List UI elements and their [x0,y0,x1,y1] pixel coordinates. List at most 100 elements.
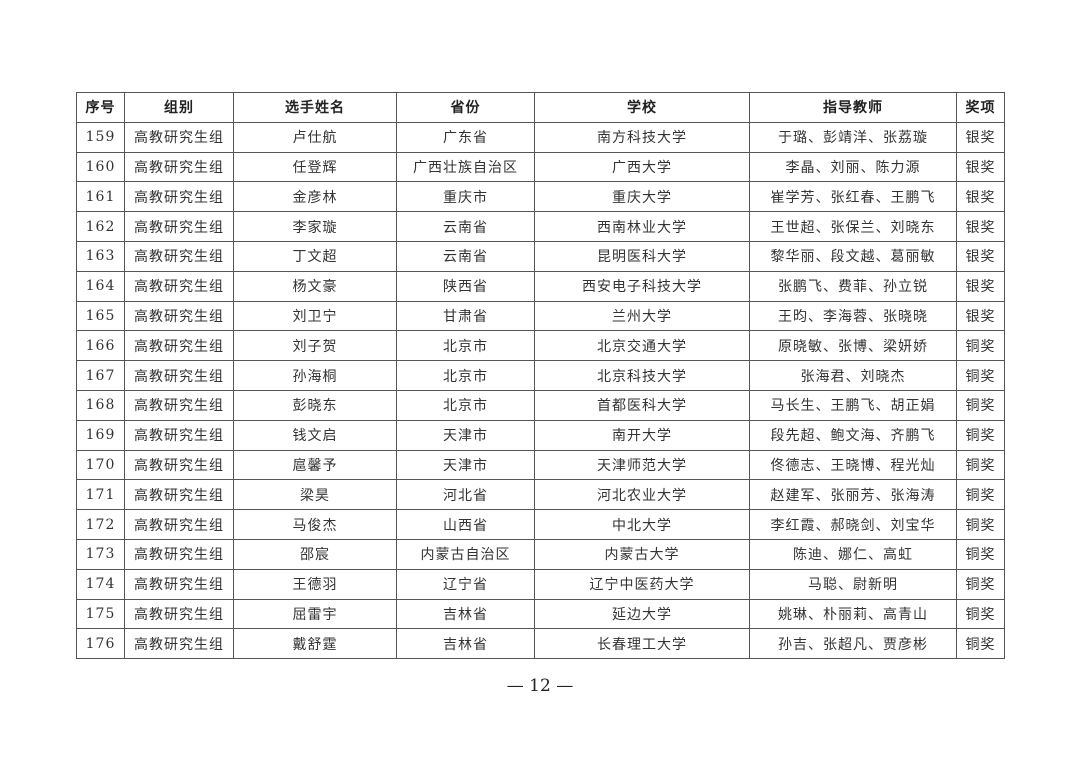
table-row: 172 高教研究生组 马俊杰 山西省 中北大学 李红霞、郝晓剑、刘宝华 铜奖 [76,509,1005,540]
table-row: 162 高教研究生组 李家璇 云南省 西南林业大学 王世超、张保兰、刘晓东 银奖 [76,211,1005,242]
cell-award: 银奖 [956,181,1005,213]
cell-advisors: 李红霞、郝晓剑、刘宝华 [749,509,957,540]
cell-award: 铜奖 [956,509,1005,540]
cell-advisors: 姚琳、朴丽莉、高青山 [749,598,957,630]
cell-index: 171 [76,479,125,511]
cell-advisors: 佟德志、王晓博、程光灿 [749,449,957,481]
cell-index: 166 [76,330,125,362]
table-row: 161 高教研究生组 金彦林 重庆市 重庆大学 崔学芳、张红春、王鹏飞 银奖 [76,181,1005,213]
table-row: 169 高教研究生组 钱文启 天津市 南开大学 段先超、鲍文海、齐鹏飞 铜奖 [76,419,1005,451]
cell-name: 任登辉 [233,151,397,183]
cell-school: 西南林业大学 [534,211,750,242]
cell-group: 高教研究生组 [124,509,234,540]
cell-index: 165 [76,300,125,332]
table-row: 165 高教研究生组 刘卫宁 甘肃省 兰州大学 王昀、李海蓉、张晓晓 银奖 [76,300,1005,332]
table-row: 174 高教研究生组 王德羽 辽宁省 辽宁中医药大学 马聪、尉新明 铜奖 [76,568,1005,600]
cell-school: 首都医科大学 [534,389,750,421]
cell-group: 高教研究生组 [124,360,234,391]
cell-award: 银奖 [956,270,1005,302]
cell-award: 铜奖 [956,330,1005,362]
cell-index: 175 [76,598,125,630]
header-award: 奖项 [956,92,1005,123]
cell-index: 161 [76,181,125,213]
cell-advisors: 于璐、彭靖洋、张荔璇 [749,121,957,153]
cell-index: 167 [76,360,125,391]
cell-school: 南方科技大学 [534,121,750,153]
header-name: 选手姓名 [233,92,397,123]
table-row: 170 高教研究生组 扈馨予 天津市 天津师范大学 佟德志、王晓博、程光灿 铜奖 [76,449,1005,481]
cell-name: 戴舒霆 [233,628,397,660]
cell-group: 高教研究生组 [124,240,234,272]
cell-name: 马俊杰 [233,509,397,540]
cell-award: 铜奖 [956,568,1005,600]
cell-school: 长春理工大学 [534,628,750,660]
cell-group: 高教研究生组 [124,449,234,481]
table-row: 173 高教研究生组 邵宸 内蒙古自治区 内蒙古大学 陈迪、娜仁、高虹 铜奖 [76,538,1005,570]
cell-award: 铜奖 [956,479,1005,511]
cell-advisors: 黎华丽、段文越、葛丽敏 [749,240,957,272]
cell-province: 内蒙古自治区 [396,538,535,570]
table-row: 163 高教研究生组 丁文超 云南省 昆明医科大学 黎华丽、段文越、葛丽敏 银奖 [76,240,1005,272]
header-province: 省份 [396,92,535,123]
cell-index: 172 [76,509,125,540]
cell-school: 兰州大学 [534,300,750,332]
cell-award: 银奖 [956,240,1005,272]
cell-name: 屈雷宇 [233,598,397,630]
page-number: — 12 — [506,676,574,696]
cell-group: 高教研究生组 [124,151,234,183]
cell-award: 铜奖 [956,449,1005,481]
cell-index: 162 [76,211,125,242]
cell-index: 168 [76,389,125,421]
cell-name: 杨文豪 [233,270,397,302]
cell-name: 扈馨予 [233,449,397,481]
cell-award: 铜奖 [956,538,1005,570]
cell-province: 北京市 [396,360,535,391]
cell-advisors: 段先超、鲍文海、齐鹏飞 [749,419,957,451]
cell-name: 钱文启 [233,419,397,451]
cell-name: 李家璇 [233,211,397,242]
cell-advisors: 李晶、刘丽、陈力源 [749,151,957,183]
header-school: 学校 [534,92,750,123]
cell-advisors: 张海君、刘晓杰 [749,360,957,391]
table-row: 171 高教研究生组 梁昊 河北省 河北农业大学 赵建军、张丽芳、张海涛 铜奖 [76,479,1005,511]
cell-name: 刘卫宁 [233,300,397,332]
awards-table: 序号 组别 选手姓名 省份 学校 指导教师 奖项 159 高教研究生组 卢仕航 广东省… [76,92,1005,660]
cell-index: 160 [76,151,125,183]
header-index: 序号 [76,92,125,123]
cell-school: 北京科技大学 [534,360,750,391]
cell-name: 金彦林 [233,181,397,213]
cell-name: 孙海桐 [233,360,397,391]
cell-name: 丁文超 [233,240,397,272]
cell-school: 西安电子科技大学 [534,270,750,302]
cell-advisors: 马聪、尉新明 [749,568,957,600]
table-body: 159 高教研究生组 卢仕航 广东省 南方科技大学 于璐、彭靖洋、张荔璇 银奖 160 高教研究… [76,121,1005,660]
cell-name: 刘子贺 [233,330,397,362]
cell-award: 银奖 [956,300,1005,332]
cell-school: 昆明医科大学 [534,240,750,272]
cell-school: 内蒙古大学 [534,538,750,570]
cell-province: 甘肃省 [396,300,535,332]
cell-province: 山西省 [396,509,535,540]
cell-index: 163 [76,240,125,272]
cell-index: 176 [76,628,125,660]
cell-group: 高教研究生组 [124,628,234,660]
cell-advisors: 王世超、张保兰、刘晓东 [749,211,957,242]
cell-advisors: 孙吉、张超凡、贾彦彬 [749,628,957,660]
cell-advisors: 王昀、李海蓉、张晓晓 [749,300,957,332]
table-row: 176 高教研究生组 戴舒霆 吉林省 长春理工大学 孙吉、张超凡、贾彦彬 铜奖 [76,628,1005,660]
cell-school: 辽宁中医药大学 [534,568,750,600]
cell-group: 高教研究生组 [124,121,234,153]
cell-award: 铜奖 [956,360,1005,391]
cell-index: 170 [76,449,125,481]
cell-group: 高教研究生组 [124,598,234,630]
table-row: 166 高教研究生组 刘子贺 北京市 北京交通大学 原晓敏、张博、梁妍娇 铜奖 [76,330,1005,362]
cell-name: 梁昊 [233,479,397,511]
table-row: 164 高教研究生组 杨文豪 陕西省 西安电子科技大学 张鹏飞、费菲、孙立锐 银奖 [76,270,1005,302]
cell-name: 彭晓东 [233,389,397,421]
cell-award: 银奖 [956,211,1005,242]
cell-province: 北京市 [396,389,535,421]
cell-group: 高教研究生组 [124,181,234,213]
cell-province: 重庆市 [396,181,535,213]
cell-group: 高教研究生组 [124,330,234,362]
table-row: 160 高教研究生组 任登辉 广西壮族自治区 广西大学 李晶、刘丽、陈力源 银奖 [76,151,1005,183]
